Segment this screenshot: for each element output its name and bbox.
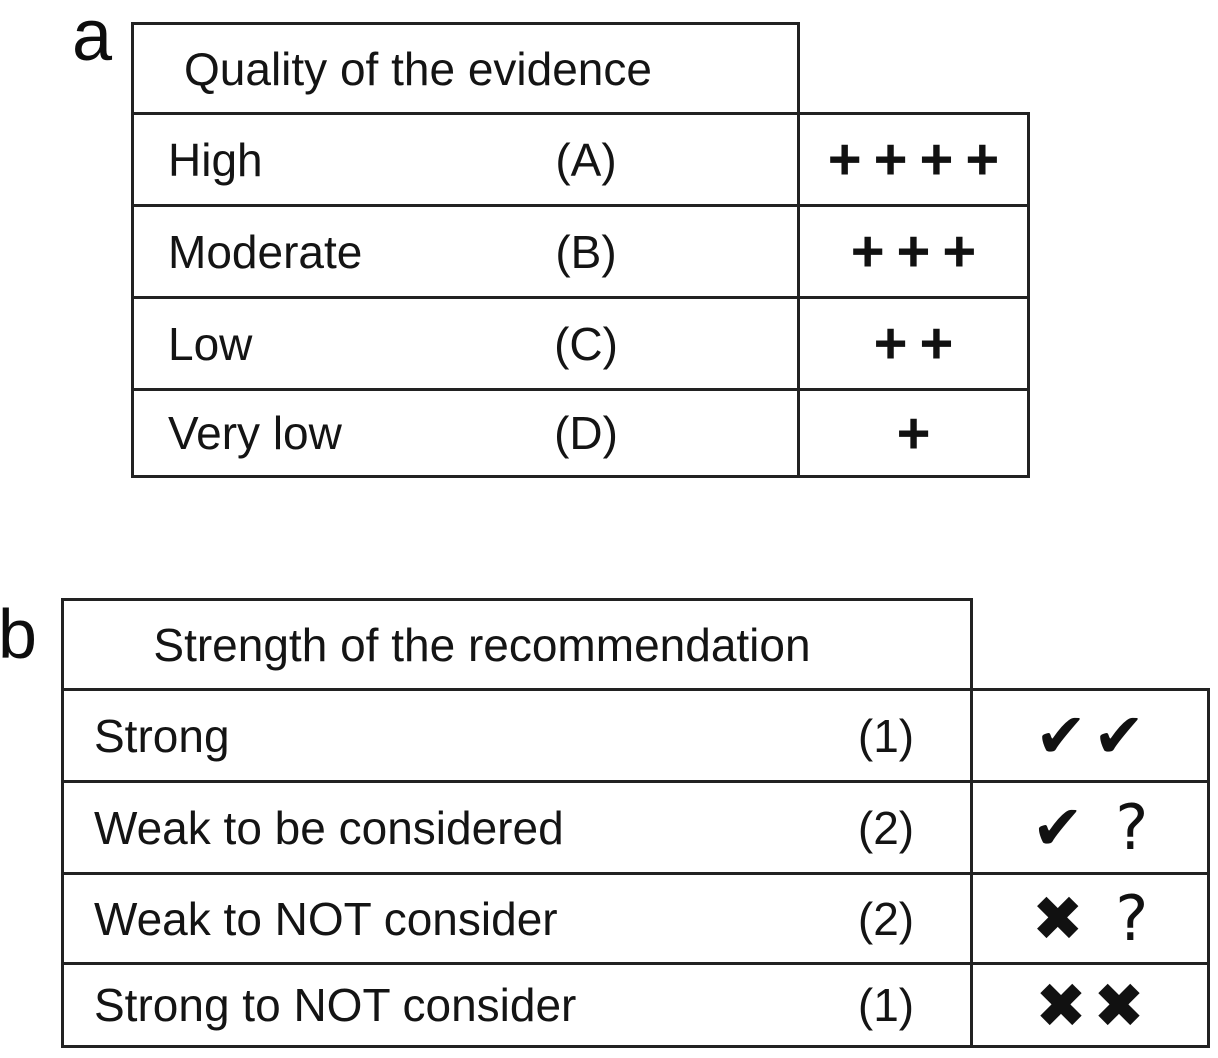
row-grade-code: (D) [554, 407, 618, 459]
table-row-very-low: Very low (D) [134, 388, 797, 475]
row-label: High [168, 133, 263, 186]
row-label: Low [168, 317, 253, 370]
quality-table-header: Quality of the evidence [134, 25, 797, 112]
table-row-strong-not-consider: Strong to NOT consider (1) [64, 962, 970, 1045]
row-label: Weak to NOT consider [94, 892, 558, 945]
strength-symbols-column: ✔✔ ✔ ? ✖ ? ✖✖ [973, 688, 1210, 1048]
plus-symbols-low: ++ [800, 296, 1027, 388]
strength-of-recommendation-table: Strength of the recommendation Strong (1… [61, 598, 973, 1048]
plus-symbols-very-low: + [800, 388, 1027, 475]
quality-symbols-column: ++++ +++ ++ + [800, 112, 1030, 478]
row-strength-code: (1) [857, 709, 915, 762]
row-grade-code: (B) [555, 225, 617, 278]
table-row-high: High (A) [134, 112, 797, 204]
row-label: Strong [94, 709, 230, 762]
row-strength-code: (2) [857, 801, 915, 854]
strength-table-header: Strength of the recommendation [64, 601, 970, 688]
strength-table-title: Strength of the recommendation [153, 618, 811, 671]
plus-symbols-moderate: +++ [800, 204, 1027, 296]
check-question-symbols: ✔ ? [973, 780, 1207, 872]
table-row-low: Low (C) [134, 296, 797, 388]
cross-question-symbols: ✖ ? [973, 872, 1207, 962]
table-row-weak-not-consider: Weak to NOT consider (2) [64, 872, 970, 962]
table-row-weak-consider: Weak to be considered (2) [64, 780, 970, 872]
cross-cross-symbols: ✖✖ [973, 962, 1207, 1045]
quality-table-title: Quality of the evidence [184, 42, 652, 95]
panel-b-label: b [0, 595, 37, 673]
table-row-moderate: Moderate (B) [134, 204, 797, 296]
quality-of-evidence-table: Quality of the evidence High (A) Moderat… [131, 22, 800, 478]
row-grade-code: (C) [554, 317, 618, 370]
table-row-strong: Strong (1) [64, 688, 970, 780]
check-check-symbols: ✔✔ [1035, 699, 1151, 772]
row-strength-code: (2) [857, 892, 915, 945]
row-label: Weak to be considered [94, 801, 564, 854]
plus-symbols-high: ++++ [827, 127, 1012, 192]
row-label: Very low [168, 407, 342, 459]
panel-a-label: a [72, 0, 113, 76]
row-label: Strong to NOT consider [94, 979, 577, 1031]
row-label: Moderate [168, 225, 363, 278]
row-strength-code: (1) [857, 979, 915, 1031]
row-grade-code: (A) [555, 133, 617, 186]
